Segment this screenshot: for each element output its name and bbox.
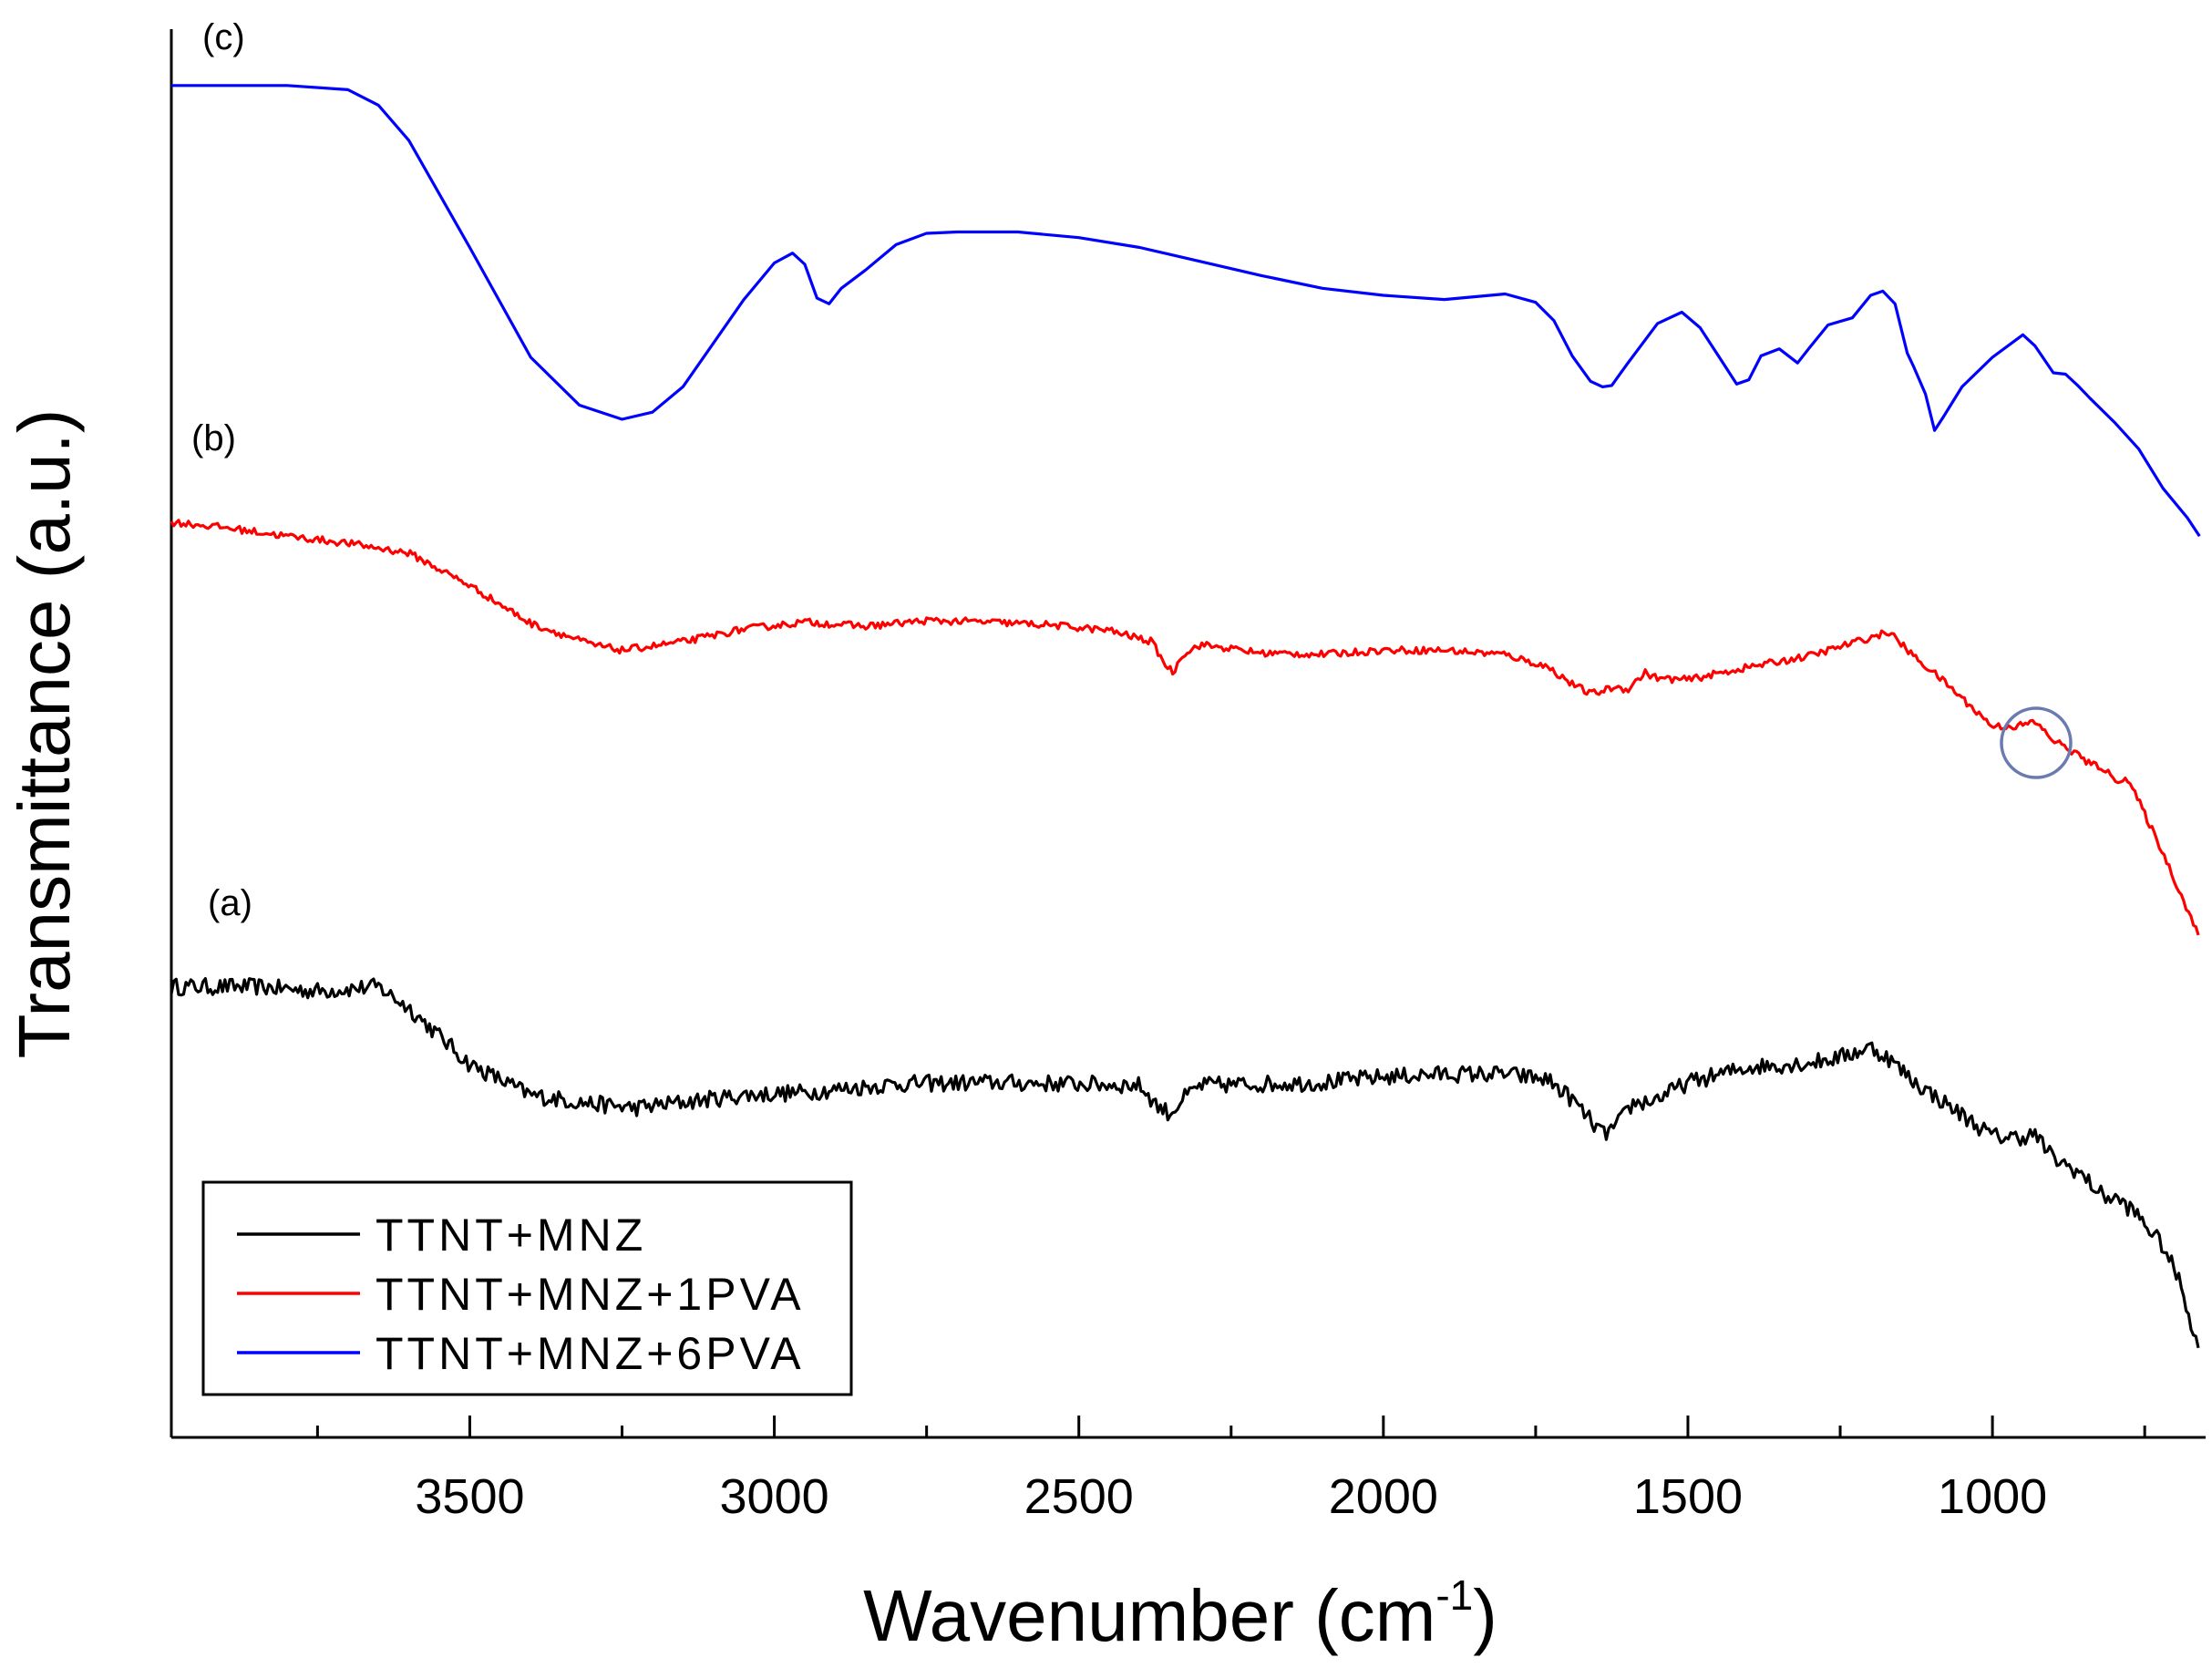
legend: TTNT+MNZ TTNT+MNZ+1PVA TTNT+MNZ+6PVA xyxy=(201,1180,853,1396)
series-line-ttnt-mnz-6pva xyxy=(171,84,2201,538)
highlight-circle xyxy=(2000,706,2073,779)
curve-label-a: (a) xyxy=(208,883,252,923)
legend-label-ttnt-mnz-6pva: TTNT+MNZ+6PVA xyxy=(376,1328,805,1379)
x-tick-label: 3500 xyxy=(415,1469,524,1524)
series-line-ttnt-mnz xyxy=(170,977,2200,1349)
x-tick-label: 2000 xyxy=(1329,1469,1438,1524)
legend-box xyxy=(201,1180,853,1396)
x-major-ticks: 3500 3000 2500 2000 1500 1000 xyxy=(415,1416,2047,1524)
x-axis-title-sup: -1 xyxy=(1435,1571,1473,1619)
y-axis-title: Transmittance (a.u.) xyxy=(4,409,85,1059)
series-line-ttnt-mnz-1pva xyxy=(170,519,2200,936)
legend-label-ttnt-mnz-1pva: TTNT+MNZ+1PVA xyxy=(376,1269,805,1320)
series-group xyxy=(170,84,2201,1349)
x-axis-title-main: Wavenumber (cm xyxy=(863,1575,1435,1656)
x-tick-label: 2500 xyxy=(1024,1469,1134,1524)
legend-label-ttnt-mnz: TTNT+MNZ xyxy=(376,1210,646,1261)
x-tick-label: 3000 xyxy=(720,1469,829,1524)
x-axis-title-close: ) xyxy=(1473,1575,1497,1656)
curve-label-c: (c) xyxy=(202,17,245,57)
x-tick-label: 1000 xyxy=(1938,1469,2047,1524)
x-minor-ticks xyxy=(315,1426,2146,1437)
x-axis-title: Wavenumber (cm-1) xyxy=(863,1571,1497,1656)
x-tick-label: 1500 xyxy=(1633,1469,1743,1524)
curve-label-b: (b) xyxy=(191,418,236,458)
